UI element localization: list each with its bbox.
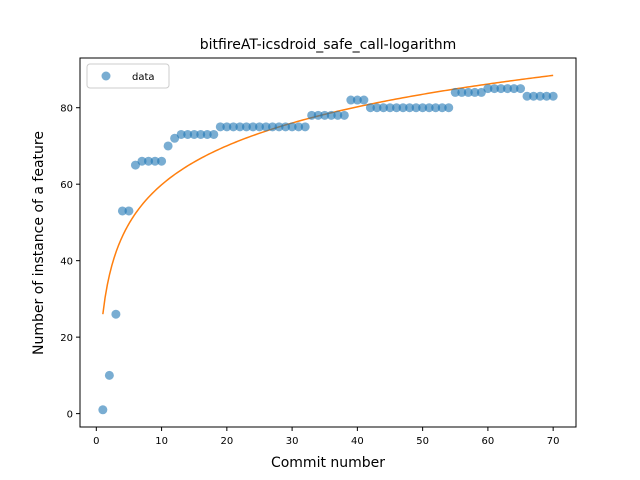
data-point	[489, 84, 499, 94]
data-point	[287, 122, 297, 132]
legend-label-data: data	[132, 72, 155, 83]
data-point	[137, 156, 147, 166]
data-point	[359, 95, 369, 105]
data-point	[450, 87, 460, 97]
data-point	[346, 95, 356, 105]
data-point	[294, 122, 304, 132]
x-tick-label: 10	[155, 436, 168, 447]
data-point	[320, 110, 330, 120]
y-tick-label: 0	[67, 410, 73, 421]
x-tick-label: 50	[416, 436, 429, 447]
data-point	[111, 309, 121, 319]
axes-frame	[79, 57, 577, 428]
data-point	[130, 160, 140, 170]
data-point	[202, 129, 212, 139]
data-point	[352, 95, 362, 105]
x-tick-label: 60	[482, 436, 495, 447]
data-point	[529, 91, 539, 101]
y-tick-label: 40	[60, 257, 73, 268]
data-point	[333, 110, 343, 120]
data-point	[241, 122, 251, 132]
y-tick-label: 60	[60, 180, 73, 191]
data-point	[313, 110, 323, 120]
y-axis-ticks: 0 20 40 60 80	[60, 104, 80, 421]
data-point	[163, 141, 173, 151]
data-point	[405, 103, 415, 113]
x-tick-label: 20	[220, 436, 233, 447]
chart-title: bitfireAT-icsdroid_safe_call-logarithm	[200, 37, 457, 53]
data-point	[235, 122, 245, 132]
data-point	[502, 84, 512, 94]
data-point	[261, 122, 271, 132]
data-point	[228, 122, 238, 132]
data-point	[170, 133, 180, 143]
data-point	[372, 103, 382, 113]
x-axis-label: Commit number	[271, 455, 385, 471]
points-layer	[98, 84, 558, 415]
y-axis-label: Number of instance of a feature	[31, 131, 47, 355]
data-point	[189, 129, 199, 139]
data-point	[254, 122, 264, 132]
data-point	[196, 129, 206, 139]
data-point	[117, 206, 127, 216]
data-point	[209, 129, 219, 139]
data-point	[476, 87, 486, 97]
data-point	[378, 103, 388, 113]
y-tick-label: 20	[60, 333, 73, 344]
x-tick-label: 40	[351, 436, 364, 447]
data-point	[268, 122, 278, 132]
legend-box	[86, 63, 170, 89]
legend-marker-data	[101, 71, 111, 81]
data-point	[392, 103, 402, 113]
y-tick-label: 80	[60, 104, 73, 115]
data-point	[365, 103, 375, 113]
data-point	[307, 110, 317, 120]
data-point	[444, 103, 454, 113]
data-point	[463, 87, 473, 97]
data-point	[385, 103, 395, 113]
data-point	[274, 122, 284, 132]
x-tick-label: 0	[93, 436, 99, 447]
data-point	[98, 405, 108, 415]
plot-area	[98, 74, 558, 415]
data-point	[431, 103, 441, 113]
data-point	[509, 84, 519, 94]
data-point	[176, 129, 186, 139]
data-point	[483, 84, 493, 94]
x-axis-ticks: 0 10 20 30 40 50 60 70	[93, 427, 560, 447]
data-point	[424, 103, 434, 113]
data-point	[496, 84, 506, 94]
data-point	[542, 91, 552, 101]
data-point	[470, 87, 480, 97]
data-point	[437, 103, 447, 113]
data-point	[222, 122, 232, 132]
data-point	[300, 122, 310, 132]
data-point	[535, 91, 545, 101]
data-point	[548, 91, 558, 101]
x-tick-label: 70	[547, 436, 560, 447]
data-point	[411, 103, 421, 113]
data-point	[398, 103, 408, 113]
data-point	[418, 103, 428, 113]
legend: data	[86, 63, 170, 89]
data-point	[457, 87, 467, 97]
data-point	[183, 129, 193, 139]
x-tick-label: 30	[286, 436, 299, 447]
data-point	[104, 370, 114, 380]
data-point	[281, 122, 291, 132]
data-point	[339, 110, 349, 120]
data-point	[124, 206, 134, 216]
data-point	[248, 122, 258, 132]
data-point	[516, 84, 526, 94]
data-point	[150, 156, 160, 166]
data-point	[326, 110, 336, 120]
data-point	[215, 122, 225, 132]
data-point	[144, 156, 154, 166]
data-point	[157, 156, 167, 166]
data-point	[522, 91, 532, 101]
